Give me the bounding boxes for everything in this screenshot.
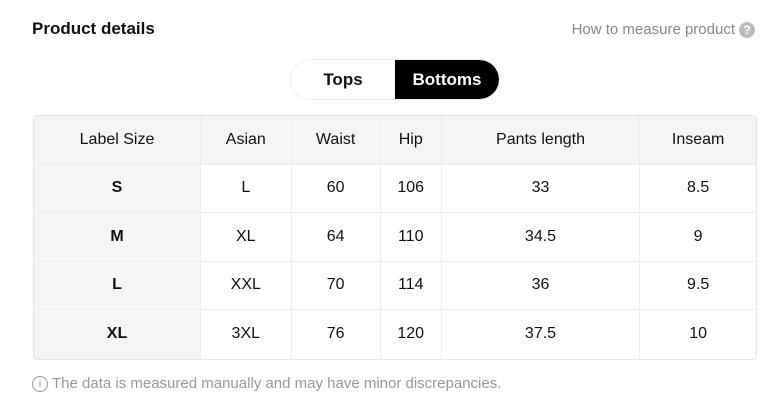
- how-to-measure-link[interactable]: How to measure product ?: [572, 21, 755, 38]
- table-row: M XL 64 110 34.5 9: [34, 213, 756, 262]
- table-cell: 8.5: [640, 165, 756, 213]
- table-cell: L: [201, 164, 292, 213]
- table-cell: XXL: [201, 261, 292, 310]
- table-cell: 9.5: [640, 262, 756, 310]
- size-table: Label Size Asian Waist Hip Pants length Insea…: [33, 115, 757, 360]
- table-cell: 114: [380, 261, 442, 310]
- table-cell: 64: [291, 213, 381, 262]
- disclaimer-note: i The data is measured manually and may …: [32, 375, 501, 392]
- table-cell: 36: [441, 261, 641, 310]
- column-header: Hip: [380, 116, 442, 165]
- size-label-cell: S: [34, 164, 202, 213]
- table-cell: 106: [380, 164, 442, 213]
- table-cell: 120: [381, 310, 442, 359]
- table-cell: XL: [201, 213, 292, 262]
- page-title: Product details: [32, 19, 155, 38]
- table-row: S L 60 106 33 8.5: [34, 164, 756, 213]
- column-header: Pants length: [441, 116, 641, 165]
- category-toggle: Tops Bottoms: [290, 59, 500, 100]
- table-row: XL 3XL 76 120 37.5 10: [34, 310, 756, 359]
- size-label-cell: L: [34, 261, 202, 310]
- how-to-measure-label: How to measure product: [571, 21, 735, 38]
- disclaimer-text: The data is measured manually and may ha…: [52, 375, 502, 392]
- tab-bottoms[interactable]: Bottoms: [395, 60, 499, 99]
- table-cell: 3XL: [201, 310, 292, 359]
- column-header: Asian: [201, 116, 292, 165]
- column-header: Waist: [291, 116, 381, 165]
- table-cell: 70: [291, 261, 381, 310]
- table-cell: 60: [291, 164, 381, 213]
- table-cell: 37.5: [442, 310, 641, 359]
- table-cell: 34.5: [441, 213, 641, 262]
- column-header: Label Size: [34, 116, 202, 165]
- size-label-cell: M: [34, 213, 202, 262]
- table-cell: 110: [380, 213, 442, 262]
- table-cell: 76: [292, 310, 381, 359]
- info-icon: i: [32, 375, 48, 392]
- question-circle-icon: ?: [739, 21, 755, 38]
- table-cell: 9: [640, 213, 756, 262]
- tab-tops[interactable]: Tops: [323, 69, 363, 89]
- table-cell: 33: [441, 164, 641, 213]
- table-row: L XXL 70 114 36 9.5: [34, 261, 756, 310]
- size-label-cell: XL: [34, 310, 202, 359]
- column-header: Inseam: [640, 116, 756, 165]
- table-cell: 10: [689, 325, 707, 343]
